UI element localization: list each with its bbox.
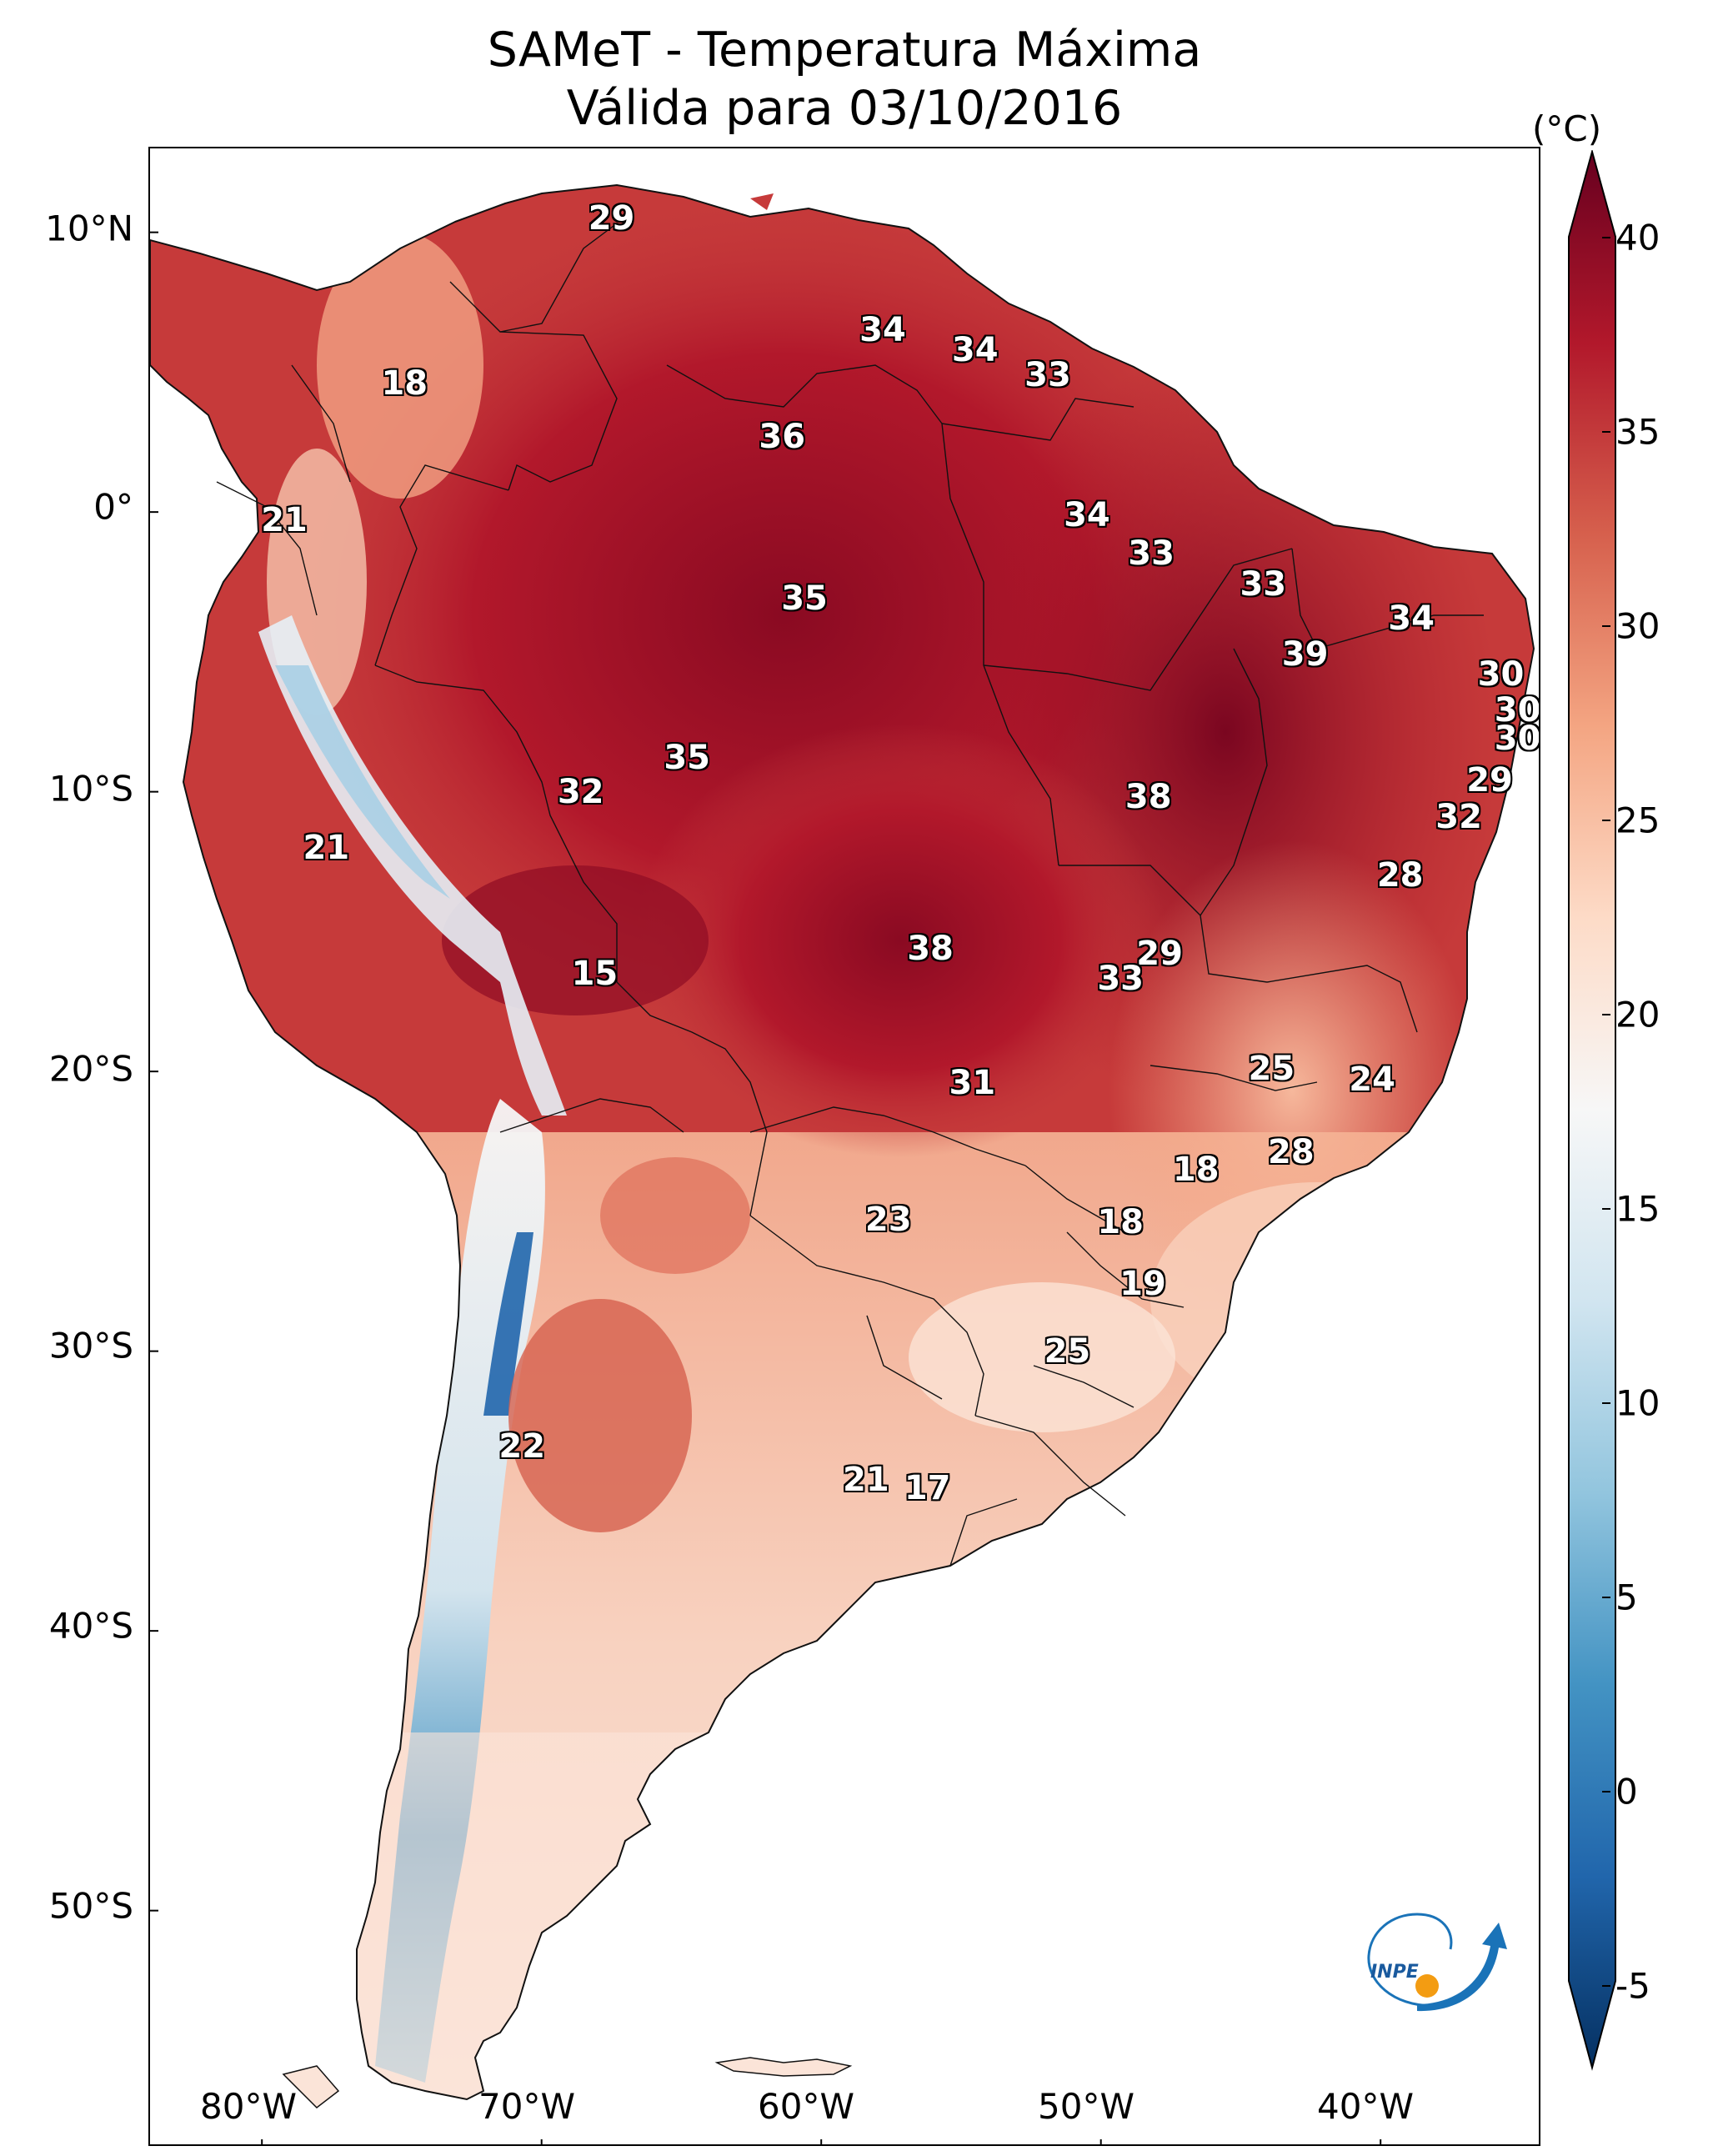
station-value-label: 35 <box>664 739 710 778</box>
station-value-label: 30 <box>1494 719 1540 758</box>
lat-label-10n: 10°N <box>45 208 133 249</box>
station-value-label: 28 <box>1376 856 1424 895</box>
map-area[interactable]: 29 34 34 33 18 36 21 34 33 35 33 34 39 30 30 30 35 32 38 29… <box>148 147 1540 2146</box>
falkland-islands <box>714 2057 853 2077</box>
station-value-label: 24 <box>1349 1060 1395 1100</box>
station-value-label: 34 <box>859 311 906 350</box>
station-value-label: 15 <box>571 954 619 993</box>
cb-tick-0 <box>1602 1791 1610 1792</box>
cb-label-30: 30 <box>1615 605 1660 647</box>
station-value-label: 18 <box>381 364 428 403</box>
station-value-label: 25 <box>1248 1049 1295 1088</box>
station-value-label: 21 <box>261 501 308 540</box>
cb-tick-minus5 <box>1602 1985 1610 1987</box>
country-borders <box>216 223 1484 1567</box>
tierra-del-fuego <box>282 2065 340 2108</box>
station-value-label: 33 <box>1097 960 1144 999</box>
lon-label-40w: 40°W <box>1317 2086 1414 2127</box>
cb-label-20: 20 <box>1615 994 1660 1035</box>
station-value-label: 30 <box>1477 654 1525 694</box>
temperature-field <box>150 185 1534 2099</box>
logo-text: INPE <box>1370 1962 1419 1983</box>
station-value-label: 22 <box>498 1426 546 1466</box>
cb-tick-20 <box>1602 1014 1610 1015</box>
station-value-label: 33 <box>1240 565 1287 604</box>
station-value-label: 21 <box>843 1460 889 1499</box>
station-value-label: 29 <box>1136 935 1183 974</box>
cb-label-0: 0 <box>1615 1771 1638 1813</box>
lon-label-80w: 80°W <box>200 2086 297 2127</box>
cb-tick-10 <box>1602 1402 1610 1404</box>
station-value-label: 39 <box>1281 635 1329 674</box>
station-value-label: 29 <box>1466 761 1513 800</box>
station-value-label: 33 <box>1128 534 1175 574</box>
map-title: SAMeT - Temperatura Máxima <box>487 23 1202 78</box>
station-value-label: 31 <box>949 1063 996 1102</box>
cb-label-15: 15 <box>1615 1188 1660 1230</box>
cb-label-minus5: -5 <box>1615 1965 1650 2007</box>
lon-label-50w: 50°W <box>1038 2086 1134 2127</box>
lon-label-70w: 70°W <box>478 2086 575 2127</box>
station-value-label: 18 <box>1097 1203 1144 1242</box>
station-value-label: 19 <box>1119 1265 1166 1304</box>
inpe-logo: INPE <box>1367 1913 1507 2012</box>
lat-label-30s: 30°S <box>48 1325 133 1366</box>
lon-label-60w: 60°W <box>758 2086 854 2127</box>
axis-ticks <box>150 231 1382 2144</box>
station-value-label: 29 <box>588 198 635 238</box>
cb-tick-15 <box>1602 1208 1610 1210</box>
station-value-label: 33 <box>1024 355 1071 394</box>
station-value-label: 35 <box>781 579 828 619</box>
colorbar-unit: (°C) <box>1532 108 1602 149</box>
lat-label-50s: 50°S <box>48 1885 133 1927</box>
station-value-label: 30 <box>1494 691 1540 730</box>
station-value-label: 34 <box>951 330 999 369</box>
station-value-label: 17 <box>904 1469 951 1508</box>
lat-label-10s: 10°S <box>48 768 133 810</box>
map-canvas <box>150 184 1535 2144</box>
station-value-label: 32 <box>557 772 604 811</box>
cb-label-40: 40 <box>1615 217 1660 258</box>
cb-tick-40 <box>1602 237 1610 238</box>
cb-label-5: 5 <box>1615 1577 1638 1618</box>
station-value-label: 32 <box>1435 797 1482 836</box>
lat-label-20s: 20°S <box>48 1048 133 1090</box>
station-value-label: 38 <box>907 929 954 968</box>
station-value-label: 38 <box>1124 778 1172 817</box>
lat-label-40s: 40°S <box>48 1605 133 1647</box>
cb-tick-5 <box>1602 1597 1610 1598</box>
cb-tick-35 <box>1602 431 1610 433</box>
station-value-label: 18 <box>1172 1150 1220 1189</box>
cb-label-10: 10 <box>1615 1382 1660 1424</box>
lat-label-0: 0° <box>93 486 133 528</box>
station-value-label: 34 <box>1388 599 1435 638</box>
station-value-label: 28 <box>1267 1133 1315 1172</box>
station-value-label: 21 <box>303 828 350 867</box>
cb-tick-25 <box>1602 820 1610 821</box>
caribbean-island <box>750 193 774 210</box>
cb-label-35: 35 <box>1615 411 1660 453</box>
station-value-label: 23 <box>864 1200 912 1239</box>
map-subtitle: Válida para 03/10/2016 <box>566 81 1123 136</box>
cb-label-25: 25 <box>1615 800 1660 841</box>
station-value-label: 36 <box>759 417 806 456</box>
station-value-label: 25 <box>1044 1331 1091 1371</box>
colorbar <box>1568 150 1616 2071</box>
cb-tick-30 <box>1602 625 1610 627</box>
station-value-label: 34 <box>1064 495 1110 534</box>
